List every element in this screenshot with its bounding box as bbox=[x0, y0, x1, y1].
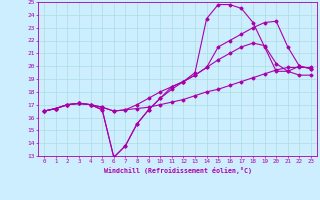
X-axis label: Windchill (Refroidissement éolien,°C): Windchill (Refroidissement éolien,°C) bbox=[104, 167, 252, 174]
